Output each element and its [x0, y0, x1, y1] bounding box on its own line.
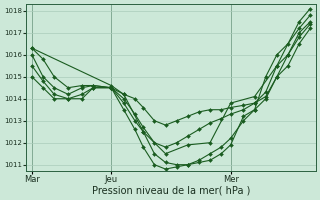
X-axis label: Pression niveau de la mer( hPa ): Pression niveau de la mer( hPa ): [92, 186, 250, 196]
